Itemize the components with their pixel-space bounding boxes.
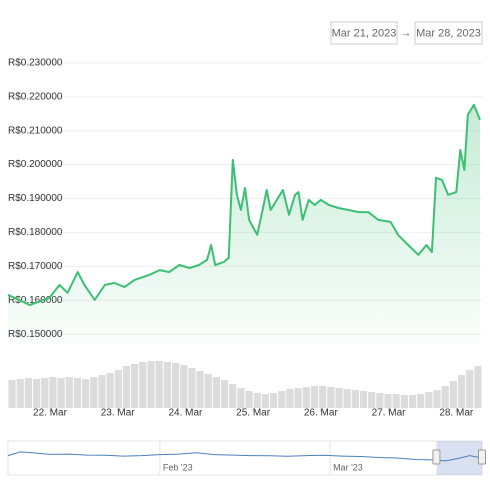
navigator-line [7,451,483,462]
x-tick-label: 26. Mar [304,408,339,419]
volume-bar [359,391,368,408]
volume-bar [49,377,57,408]
range-to-box[interactable] [414,21,483,45]
volume-bar [82,379,90,408]
volume-bar [131,364,139,408]
volume-bar [147,361,155,408]
navigator-tick-label: Mar '23 [333,462,363,472]
volume-bar [122,366,131,408]
y-tick-label: R$0.200000 [8,159,63,170]
y-tick-label: R$0.230000 [8,58,63,69]
volume-bar [417,394,425,408]
y-tick-label: R$0.180000 [8,227,63,238]
volume-bar [449,381,457,408]
volume-bar [278,391,286,408]
volume-bar [245,391,253,408]
volume-bar [33,379,41,408]
volume-bar [351,390,359,408]
range-separator: → [401,27,412,39]
x-tick-label: 25. Mar [236,408,271,419]
volume-bar [425,392,433,408]
volume-bar [237,388,245,408]
volume-bar [114,370,122,408]
volume-bar [261,394,270,408]
volume-bar [327,387,335,408]
volume-bar [343,389,351,408]
range-to[interactable]: Mar 28, 2023 [416,27,481,39]
volume-bar [106,373,114,408]
volume-bar [180,365,188,408]
volume-bar [270,393,278,408]
volume-bar [16,379,24,408]
volume-bar [294,388,302,408]
navigator-handle[interactable] [478,449,486,465]
volume-bar [253,393,261,408]
volume-bar [408,395,417,408]
volume-bar [73,378,82,408]
volume-bar [24,378,33,408]
x-tick-label: 27. Mar [372,408,407,419]
y-tick-label: R$0.160000 [8,295,63,306]
volume-bar [139,362,147,408]
volume-bar [163,362,171,408]
volume-bar [41,378,49,408]
volume-bar [171,363,180,408]
volume-bar [376,393,384,408]
y-tick-label: R$0.220000 [8,91,63,102]
volume-bar [188,368,196,408]
volume-bar [441,386,449,408]
volume-bar [204,374,212,408]
volume-bar [155,361,163,408]
y-tick-label: R$0.170000 [8,261,63,272]
navigator-handle[interactable] [432,449,441,465]
volume-bar [65,377,73,408]
volume-bar [302,387,310,408]
x-tick-label: 28. Mar [439,408,474,419]
volume-bar [220,380,229,408]
volume-bar [433,390,441,408]
volume-bar [400,395,408,408]
price-area [8,104,480,346]
volume-bar [474,366,482,408]
volume-bar [319,386,327,408]
volume-bar [466,370,474,408]
volume-bar [286,389,294,408]
volume-bar [196,371,204,408]
volume-bar [392,394,400,408]
range-from-box[interactable] [330,21,398,45]
volume-bar [212,377,220,408]
volume-bar [229,384,237,408]
navigator-tick-label: Feb '23 [163,462,193,472]
volume-bar [335,388,343,408]
x-tick-label: 22. Mar [33,408,68,419]
volume-bar [90,377,98,408]
volume-bar [457,375,466,408]
x-tick-label: 24. Mar [168,408,203,419]
volume-bar [368,392,376,408]
volume-bar [57,378,65,408]
y-tick-label: R$0.190000 [8,193,63,204]
y-tick-label: R$0.210000 [8,125,63,136]
price-line [7,103,481,306]
x-tick-label: 23. Mar [101,408,136,419]
range-from[interactable]: Mar 21, 2023 [332,27,397,39]
volume-bar [98,375,106,408]
volume-bar [310,386,319,408]
volume-bar [8,380,16,408]
navigator-frame [7,440,483,476]
volume-bar [384,394,392,408]
